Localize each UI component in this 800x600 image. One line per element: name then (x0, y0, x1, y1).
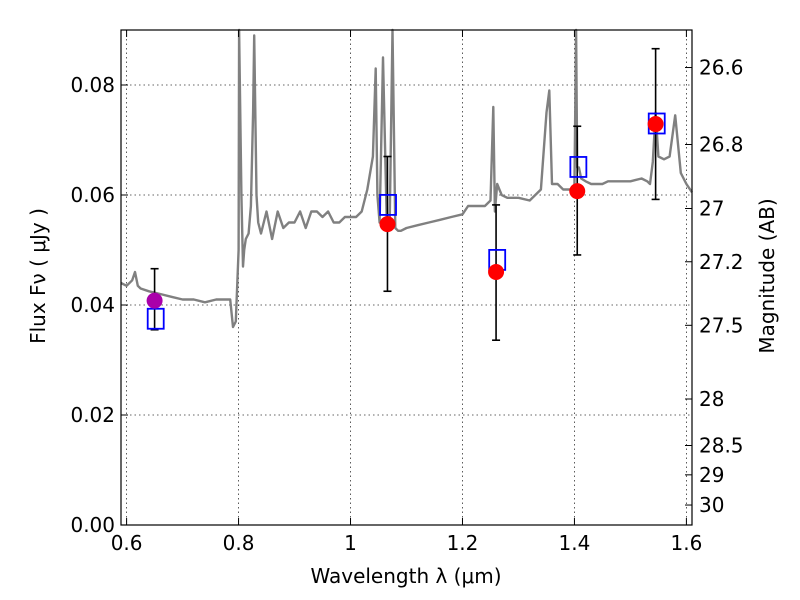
x-tick-label: 1.2 (447, 531, 479, 555)
y-axis-title: Flux Fν ( μJy ) (26, 208, 50, 344)
tick-labels: 0.6 0.8 1 1.2 1.4 1.6 0.00 0.02 0.04 0.06 0.08 26.6… (70, 56, 743, 555)
mag-tick-label: 26.8 (699, 132, 744, 156)
mag-tick-label: 27 (699, 197, 724, 221)
flux-point-marker (569, 183, 586, 200)
y-tick-label: 0.04 (70, 293, 115, 317)
mag-tick-label: 26.6 (699, 56, 744, 80)
x-tick-label: 1.6 (670, 531, 702, 555)
mag-tick-label: 27.5 (699, 313, 744, 337)
y-tick-label: 0.02 (70, 403, 115, 427)
photometry-square-marker (146, 307, 165, 330)
flux-point-marker (379, 216, 396, 233)
x-axis-title: Wavelength λ (μm) (310, 564, 501, 588)
spectrum-line (120, 28, 693, 329)
spectrum-layer (120, 28, 693, 329)
axis-ticks (121, 30, 692, 526)
y-tick-label: 0.08 (70, 73, 115, 97)
mag-tick-label: 28 (699, 387, 724, 411)
y-tick-label: 0.00 (70, 513, 115, 537)
mag-tick-label: 29 (699, 463, 724, 487)
x-tick-label: 1 (344, 531, 357, 555)
flux-point-marker (146, 292, 163, 309)
plot-frame (120, 29, 693, 526)
mag-tick-label: 28.5 (699, 434, 744, 458)
photometry-square-marker (379, 193, 397, 216)
y2-axis-title: Magnitude (AB) (755, 198, 779, 353)
x-tick-label: 1.4 (559, 531, 591, 555)
mag-tick-label: 30 (699, 493, 724, 517)
mag-tick-label: 27.2 (699, 250, 744, 274)
photometry-square-marker (569, 156, 588, 178)
marker-layer (146, 47, 666, 342)
x-tick-label: 0.8 (223, 531, 255, 555)
y-tick-label: 0.06 (70, 183, 115, 207)
flux-point-marker (488, 264, 505, 280)
grid-lines (121, 30, 692, 525)
x-tick-label: 0.6 (111, 531, 143, 555)
flux-point-marker (647, 116, 664, 133)
